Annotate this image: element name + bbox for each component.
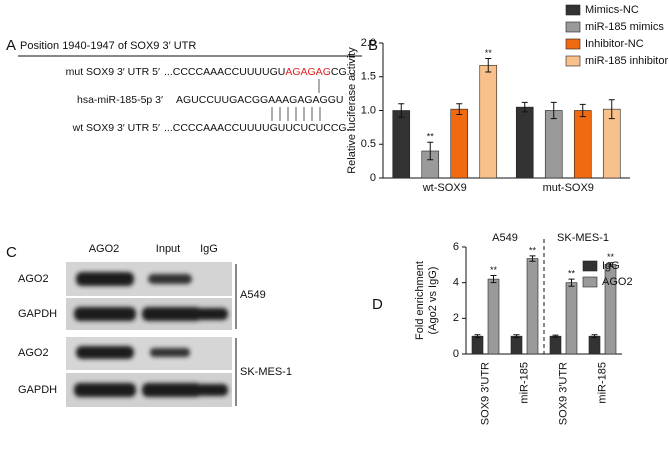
x-tick-label: SOX9 3′UTR <box>557 362 569 425</box>
seq-part: ...CCCCAAACCUUUUGU <box>164 66 285 78</box>
error-bar <box>607 262 614 267</box>
x-tick-label: mut-SOX9 <box>543 182 594 194</box>
y-tick-label: 1.5 <box>361 71 376 83</box>
mirna-label: hsa-miR-185-5p 3′ <box>77 94 163 106</box>
blot-group: SK-MES-1 <box>240 366 292 378</box>
bar <box>487 278 500 355</box>
significance: ** <box>490 265 498 275</box>
blot-row: AGO2 <box>18 273 49 285</box>
significance: ** <box>568 268 576 278</box>
wt-label: wt SOX9 3′ UTR 5′ <box>72 122 160 134</box>
blot-group: A549 <box>240 289 266 301</box>
legend-swatch <box>565 38 581 50</box>
error-bar <box>529 255 536 262</box>
error-bar <box>490 275 497 284</box>
bar <box>526 258 539 355</box>
y-tick-label: 2 <box>453 312 459 324</box>
bar <box>471 335 484 355</box>
blot-column: IgG <box>200 243 218 255</box>
group-label: A549 <box>492 232 518 244</box>
y-tick-label: 0.5 <box>361 138 376 150</box>
bar <box>565 282 578 355</box>
error-bar <box>456 103 463 116</box>
error-bar <box>427 141 434 161</box>
y-tick-label: 2.0 <box>361 37 376 49</box>
legend-label: Inhibitor-NC <box>585 38 644 50</box>
error-bar <box>550 101 557 120</box>
error-bar <box>579 103 586 118</box>
y-axis-label: (Ago2 vs IgG) <box>427 267 439 335</box>
y-tick-label: 0 <box>453 348 459 360</box>
y-tick-label: 1.0 <box>361 104 376 116</box>
group-label: SK-MES-1 <box>557 232 609 244</box>
y-tick-label: 6 <box>453 241 459 253</box>
pairing-lines <box>271 79 321 121</box>
x-tick-label: wt-SOX9 <box>422 182 467 194</box>
blot-column: Input <box>156 243 180 255</box>
legend-label: IgG <box>602 260 620 272</box>
error-bar <box>591 334 598 339</box>
panel-label: C <box>6 244 17 261</box>
legend-label: Mimics-NC <box>585 4 639 16</box>
bar <box>544 110 563 179</box>
y-tick-label: 0 <box>370 172 376 184</box>
legend-swatch <box>565 55 581 67</box>
bar <box>602 108 621 179</box>
error-bar <box>513 334 520 339</box>
blot-row: GAPDH <box>18 308 57 320</box>
legend-label: miR-185 mimics <box>585 21 664 33</box>
x-tick-label: miR-185 <box>518 362 530 404</box>
bar <box>392 110 411 179</box>
significance: ** <box>485 48 493 58</box>
error-bar <box>608 99 615 120</box>
legend-swatch <box>565 4 581 16</box>
bar <box>450 108 469 179</box>
y-tick-label: 4 <box>453 277 459 289</box>
legend-label: miR-185 inhibitor <box>585 55 668 67</box>
bar <box>510 335 523 355</box>
x-tick-label: miR-185 <box>596 362 608 404</box>
panel-label: B <box>368 37 378 54</box>
significance: ** <box>529 245 537 255</box>
legend-swatch <box>582 260 598 272</box>
error-bar <box>521 101 528 113</box>
y-axis-label: Relative luciferase activity <box>346 47 358 174</box>
wt-sequence: ...CCCCAAACCUUUUGUUCUCUCCG... <box>164 122 355 134</box>
legend-swatch <box>565 21 581 33</box>
panel-label: D <box>372 296 383 313</box>
error-bar <box>474 334 481 339</box>
bar <box>573 110 592 179</box>
significance: ** <box>427 132 435 142</box>
panel-a-title: Position 1940-1947 of SOX9 3′ UTR <box>20 40 196 52</box>
significance: ** <box>607 252 615 262</box>
seq-part: CG... <box>331 66 356 78</box>
y-axis-label: Fold enrichment <box>414 261 426 340</box>
mut-sequence: ...CCCCAAACCUUUUGUAGAGAGCG... <box>164 66 355 78</box>
bar <box>479 64 498 179</box>
blot-row: AGO2 <box>18 347 49 359</box>
error-bar <box>568 278 575 287</box>
bar <box>515 106 534 179</box>
legend-label: AGO2 <box>602 276 633 288</box>
seq-site: AGAGAG <box>285 66 331 78</box>
mut-label: mut SOX9 3′ UTR 5′ <box>66 66 160 78</box>
mirna-sequence: AGUCCUUGACGGAAAGAGAGGU <box>176 94 343 106</box>
panel-label: A <box>6 37 16 54</box>
blot-column: AGO2 <box>89 243 120 255</box>
bar <box>549 335 562 355</box>
error-bar <box>485 58 492 73</box>
blot <box>66 262 232 407</box>
error-bar <box>398 103 405 118</box>
error-bar <box>552 334 559 338</box>
blot-row: GAPDH <box>18 384 57 396</box>
legend-swatch <box>582 276 598 288</box>
x-tick-label: SOX9 3′UTR <box>479 362 491 425</box>
bar <box>588 335 601 355</box>
